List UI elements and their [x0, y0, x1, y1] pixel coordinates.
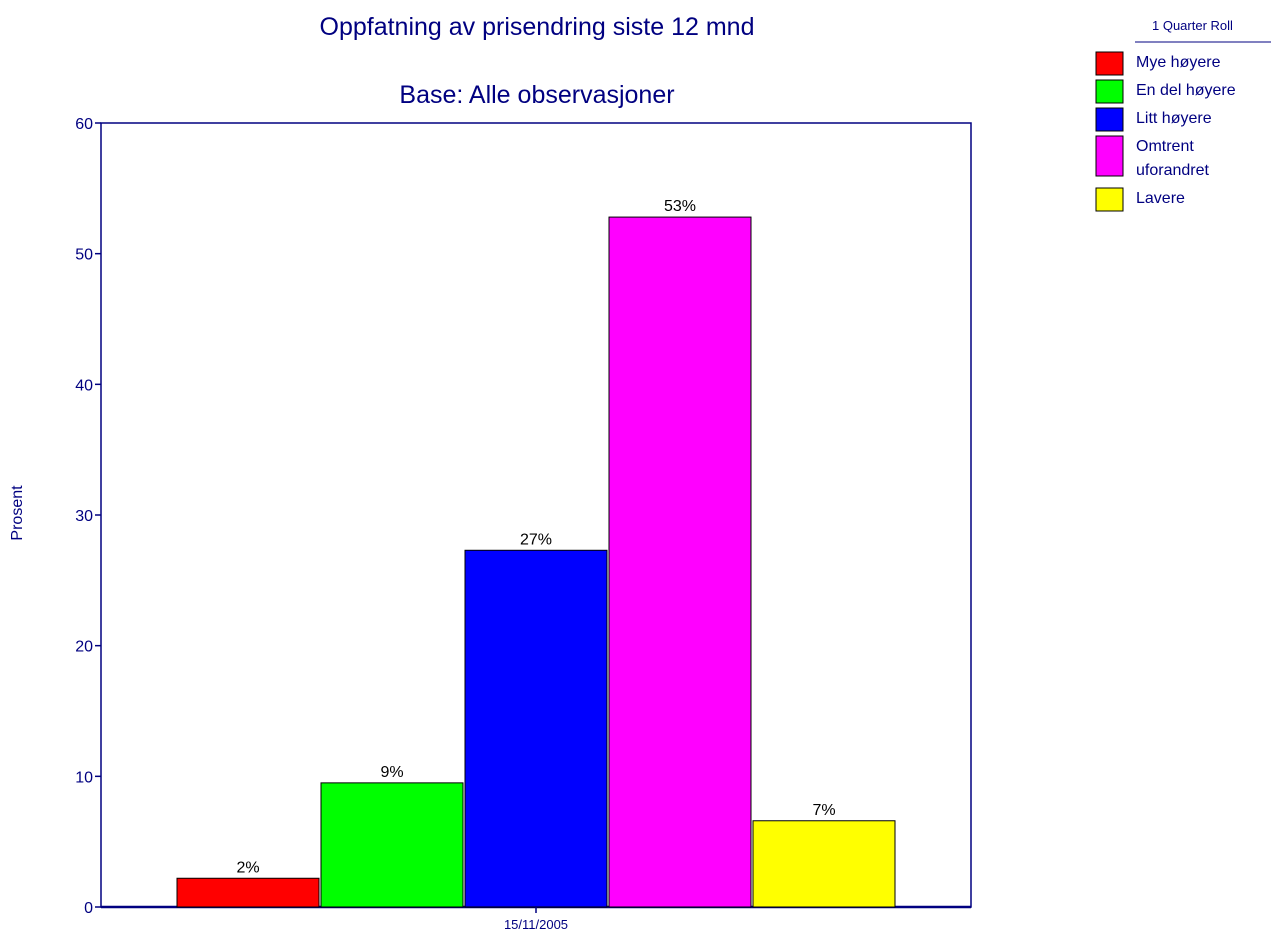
bar [464, 549, 608, 908]
bar [320, 782, 464, 908]
y-axis: 0 10 20 30 40 50 60 [75, 116, 101, 917]
data-label: 9% [380, 764, 403, 781]
chart-subtitle: Base: Alle observasjoner [399, 81, 674, 109]
legend-item: Litt høyere [1095, 107, 1212, 132]
bars [176, 216, 896, 908]
x-tick-label: 15/11/2005 [504, 917, 568, 929]
legend-title: 1 Quarter Roll [1152, 18, 1233, 33]
legend-swatch [1095, 107, 1124, 132]
bar [608, 216, 752, 908]
data-label: 2% [236, 859, 259, 876]
legend-label: Mye høyere [1136, 54, 1221, 71]
legend-label: En del høyere [1136, 82, 1236, 99]
legend-item: Lavere [1095, 187, 1185, 212]
y-tick-label: 20 [75, 639, 93, 656]
legend-label: Litt høyere [1136, 110, 1212, 127]
chart-title: Oppfatning av prisendring siste 12 mnd [320, 13, 755, 41]
x-axis: 15/11/2005 [504, 907, 568, 929]
legend: 1 Quarter Roll Mye høyere En del høyere Lit… [1095, 18, 1271, 212]
data-label: 53% [664, 198, 696, 215]
legend-item: Mye høyere [1095, 51, 1221, 76]
data-label: 27% [520, 531, 552, 548]
y-tick-label: 30 [75, 508, 93, 525]
legend-item: En del høyere [1095, 79, 1236, 104]
legend-swatch [1095, 51, 1124, 76]
legend-label: Omtrent [1136, 138, 1194, 155]
legend-swatch [1095, 187, 1124, 212]
legend-swatch [1095, 79, 1124, 104]
legend-label: Lavere [1136, 190, 1185, 207]
data-label: 7% [812, 802, 835, 819]
y-tick-label: 10 [75, 769, 93, 786]
y-tick-label: 40 [75, 377, 93, 394]
legend-label: uforandret [1136, 162, 1209, 179]
y-tick-label: 0 [84, 900, 93, 917]
legend-swatch [1095, 135, 1124, 177]
legend-item: Omtrent uforandret [1095, 135, 1209, 179]
y-axis-label: Prosent [9, 485, 26, 541]
bar [176, 877, 320, 908]
bar [752, 820, 896, 908]
y-tick-label: 50 [75, 247, 93, 264]
data-labels: 2% 9% 27% 53% 7% [236, 198, 835, 876]
y-tick-label: 60 [75, 116, 93, 133]
